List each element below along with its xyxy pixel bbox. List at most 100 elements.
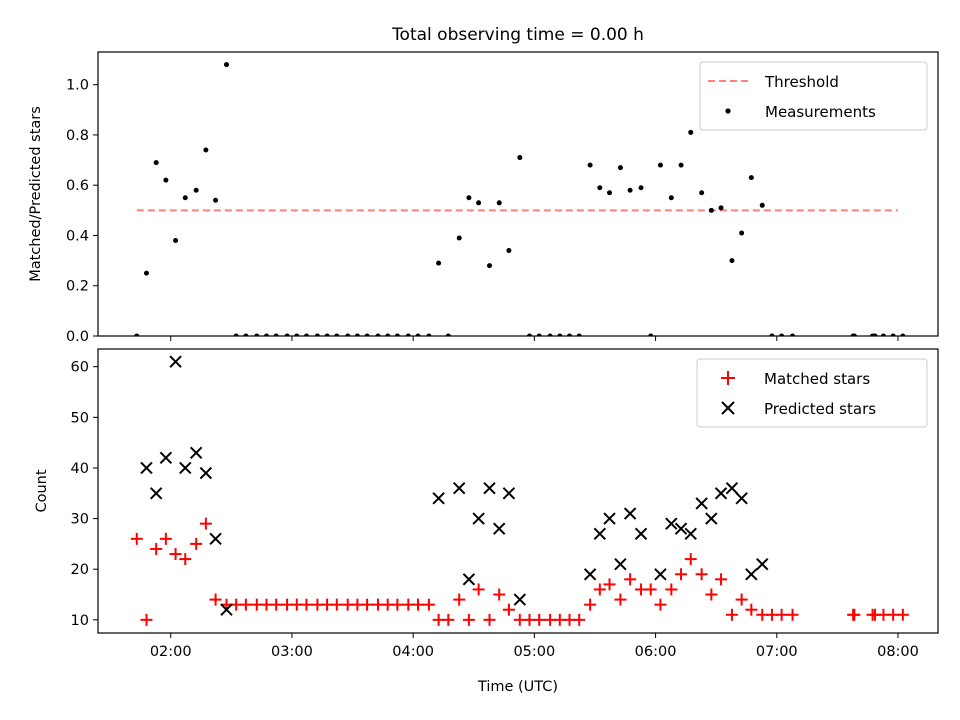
x-tick-label: 02:00: [150, 644, 192, 660]
measurements-point: [536, 333, 542, 336]
ratio-plot: 0.0 0.2 0.4 0.6 0.8 1.0 Matched/Predicted sta…: [28, 51, 939, 345]
count-legend: Matched stars Predicted stars: [696, 358, 928, 428]
measurements-point: [445, 333, 451, 336]
measurements-point: [487, 263, 493, 269]
matched-stars-point: [169, 548, 182, 561]
predicted-stars-point: [513, 593, 527, 606]
predicted-stars-point: [583, 568, 597, 581]
predicted-stars-point: [462, 573, 476, 586]
predicted-stars-point: [189, 446, 203, 459]
matched-stars-point: [786, 608, 799, 621]
measurements-point: [890, 333, 896, 336]
matched-stars-point: [775, 608, 788, 621]
measurements-point: [284, 333, 290, 336]
measurements-point: [496, 200, 502, 206]
measurements-point: [648, 333, 654, 336]
predicted-legend-label: Predicted stars: [764, 400, 876, 418]
measurements-point: [748, 175, 754, 181]
predicted-stars-point: [623, 507, 637, 520]
measurements-point: [769, 333, 775, 336]
matched-legend-swatch: [721, 371, 735, 385]
measurements-point: [607, 190, 613, 196]
measurements-point: [314, 333, 320, 336]
predicted-stars-point: [179, 461, 192, 475]
matched-stars-point: [493, 588, 506, 601]
predicted-stars-point: [483, 482, 496, 495]
measurements-point: [587, 162, 593, 168]
measurements-point: [153, 160, 159, 166]
predicted-stars-point: [502, 487, 516, 500]
measurements-point: [405, 333, 411, 336]
y-tick-label: 20: [71, 562, 89, 578]
matched-stars-point: [140, 613, 153, 626]
predicted-stars-point: [674, 522, 688, 535]
measurements-point: [173, 237, 179, 243]
matched-stars-point: [665, 583, 678, 596]
measurements-point: [466, 195, 472, 201]
matched-stars-point: [130, 532, 143, 545]
y-tick-label: 40: [71, 461, 89, 477]
matched-stars-point: [422, 598, 435, 611]
matched-stars-point: [848, 608, 861, 621]
measurements-point: [223, 62, 229, 68]
predicted-stars-point: [614, 557, 627, 571]
predicted-stars-point: [220, 603, 233, 616]
y-tick-label: 30: [71, 512, 89, 528]
matched-stars-point: [190, 537, 203, 550]
y-tick-label: 0.6: [66, 178, 89, 194]
matched-stars-point: [644, 583, 657, 596]
predicted-stars-point: [695, 497, 708, 510]
measurements-point: [182, 195, 188, 201]
measurements-point: [476, 200, 482, 206]
predicted-stars-point: [745, 568, 758, 581]
ratio-ylabel: Matched/Predicted stars: [28, 106, 44, 282]
measurements-point: [193, 187, 199, 193]
measurements-point: [254, 333, 260, 336]
matched-stars-point: [239, 598, 252, 611]
measurements-point: [334, 333, 340, 336]
measurements-point: [456, 235, 462, 241]
measurements-point: [668, 195, 674, 201]
predicted-stars-point: [199, 466, 213, 480]
matched-stars-point: [412, 598, 424, 611]
matched-stars-point: [614, 593, 627, 606]
count-legend-box: [696, 358, 928, 428]
predicted-stars-point: [756, 557, 769, 571]
count-plot-frame: [97, 348, 939, 634]
matched-stars-point: [453, 593, 466, 606]
predicted-stars-point: [725, 482, 739, 495]
count-axes: 10 20 30 40 50 60 02:00 03:00 04:00 05:00 06:00 07:…: [71, 360, 919, 660]
measurements-point: [233, 333, 239, 336]
measurements-point: [708, 207, 714, 213]
figure-title: Total observing time = 0.00 h: [391, 25, 644, 45]
predicted-stars-point: [593, 527, 607, 540]
matched-stars-point: [654, 598, 667, 611]
matched-stars-point: [300, 598, 313, 611]
matched-stars-point: [209, 593, 222, 606]
measurements-point: [375, 333, 381, 336]
ratio-plot-frame: [97, 51, 939, 337]
measurements-point: [203, 147, 209, 153]
count-marks: [130, 355, 909, 626]
matched-stars-point: [199, 517, 212, 530]
matched-stars-point: [684, 553, 697, 566]
ratio-legend: Threshold Measurements: [699, 61, 928, 131]
measurements-legend-label: Measurements: [765, 103, 876, 121]
matched-stars-point: [330, 598, 343, 611]
measurements-point: [243, 333, 249, 336]
measurements-point: [739, 230, 745, 236]
y-tick-label: 0.8: [66, 128, 89, 144]
x-tick-label: 06:00: [635, 644, 677, 660]
x-tick-label: 04:00: [392, 644, 434, 660]
predicted-stars-point: [735, 492, 748, 505]
measurements-point: [263, 333, 269, 336]
measurements-point: [657, 162, 663, 168]
measurements-point: [688, 129, 694, 135]
matched-stars-point: [715, 573, 728, 586]
matched-stars-point: [502, 603, 515, 616]
matched-stars-point: [462, 613, 475, 626]
matched-stars-point: [675, 568, 688, 581]
measurements-point: [143, 270, 149, 276]
matched-stars-point: [593, 583, 606, 596]
